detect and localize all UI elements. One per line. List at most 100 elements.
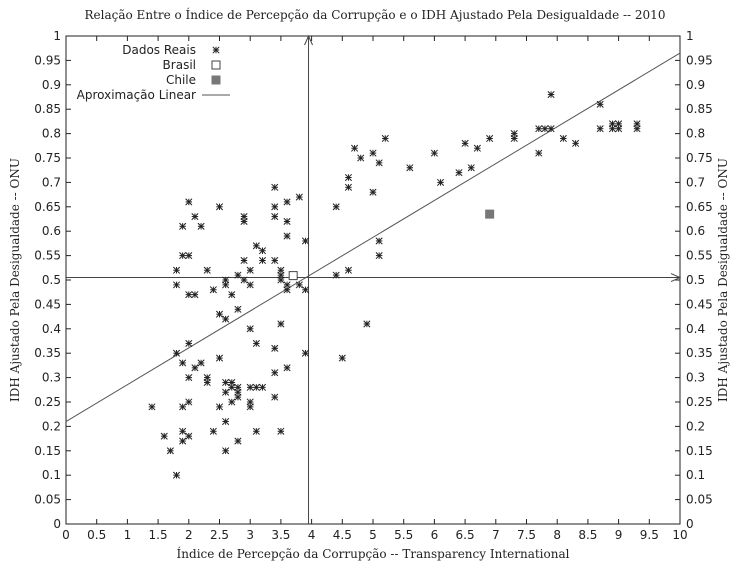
x-tick-label: 1.5 bbox=[149, 528, 168, 542]
data-point bbox=[228, 291, 236, 299]
data-point bbox=[344, 183, 352, 191]
data-point bbox=[215, 203, 224, 211]
data-point bbox=[559, 134, 567, 143]
data-point bbox=[160, 432, 168, 440]
data-point bbox=[295, 193, 303, 201]
x-tick-label: 7 bbox=[492, 528, 500, 542]
data-point bbox=[246, 325, 254, 333]
data-point bbox=[547, 125, 555, 133]
x-tick-label: 6.5 bbox=[456, 528, 475, 542]
data-point bbox=[252, 427, 260, 435]
legend-label: Dados Reais bbox=[122, 43, 196, 57]
data-point bbox=[234, 305, 242, 313]
legend-asterisk-symbol bbox=[212, 46, 220, 54]
data-point bbox=[185, 198, 193, 206]
y-tick-label-right: 0.9 bbox=[686, 78, 705, 92]
x-tick-label: 4 bbox=[308, 528, 316, 542]
y-tick-label-right: 0.55 bbox=[686, 249, 713, 263]
data-point bbox=[179, 427, 187, 435]
y-tick-label-left: 0.95 bbox=[34, 53, 61, 67]
y-tick-label-left: 0.15 bbox=[34, 444, 61, 458]
data-point bbox=[234, 383, 242, 391]
data-point bbox=[185, 432, 193, 440]
y-tick-label-left: 0.9 bbox=[42, 78, 61, 92]
data-points bbox=[148, 91, 641, 479]
data-point bbox=[179, 222, 187, 230]
data-point bbox=[246, 403, 254, 411]
data-point bbox=[271, 183, 279, 191]
data-point bbox=[277, 276, 285, 284]
data-point bbox=[271, 256, 279, 265]
data-point bbox=[277, 320, 285, 328]
data-point bbox=[222, 315, 230, 323]
y-tick-label-right: 0.95 bbox=[686, 53, 713, 67]
data-point bbox=[375, 159, 383, 167]
data-point bbox=[572, 139, 580, 147]
data-point bbox=[596, 125, 604, 133]
data-point bbox=[271, 203, 279, 211]
data-point bbox=[301, 286, 310, 294]
data-point bbox=[240, 256, 248, 265]
data-point bbox=[228, 398, 236, 406]
y-tick-label-right: 0.3 bbox=[686, 371, 705, 385]
data-point bbox=[283, 364, 291, 372]
data-point bbox=[344, 173, 352, 182]
y-tick-label-left: 0.6 bbox=[42, 224, 61, 238]
y-tick-label-left: 0.25 bbox=[34, 395, 61, 409]
legend-filled-square-symbol bbox=[211, 75, 221, 85]
x-tick-label: 9.5 bbox=[640, 528, 659, 542]
brasil-point bbox=[288, 271, 298, 281]
data-point bbox=[252, 242, 260, 250]
legend-label: Brasil bbox=[163, 58, 196, 72]
data-point bbox=[172, 471, 181, 479]
data-point bbox=[246, 383, 254, 391]
data-point bbox=[191, 291, 199, 299]
horizontal-reference-arrow bbox=[670, 273, 682, 283]
y-tick-label-right: 0.1 bbox=[686, 468, 705, 482]
y-tick-label-right: 0.45 bbox=[686, 297, 713, 311]
data-point bbox=[185, 398, 193, 406]
data-point bbox=[357, 154, 365, 162]
linear-fit-line bbox=[65, 52, 681, 422]
data-point bbox=[203, 266, 211, 274]
data-point bbox=[547, 91, 555, 99]
y-tick-label-left: 0.05 bbox=[34, 493, 61, 507]
data-point bbox=[185, 374, 193, 382]
data-point bbox=[455, 169, 463, 177]
data-point bbox=[369, 188, 377, 196]
data-point bbox=[381, 134, 389, 143]
data-point bbox=[486, 134, 494, 143]
data-point bbox=[338, 354, 346, 362]
data-point bbox=[369, 149, 377, 157]
data-point bbox=[228, 378, 236, 387]
data-point bbox=[222, 447, 230, 455]
data-point bbox=[234, 393, 242, 401]
data-point bbox=[283, 286, 291, 294]
data-point bbox=[172, 281, 181, 289]
y-tick-label-right: 0.85 bbox=[686, 102, 713, 116]
data-point bbox=[203, 378, 211, 387]
data-point bbox=[258, 256, 267, 265]
data-point bbox=[222, 378, 230, 387]
legend-label: Aproximação Linear bbox=[77, 88, 196, 102]
fit-line-group bbox=[65, 52, 681, 422]
y-tick-label-right: 0.25 bbox=[686, 395, 713, 409]
data-point bbox=[240, 213, 248, 221]
data-point bbox=[179, 403, 187, 411]
data-point bbox=[436, 178, 445, 186]
data-point bbox=[271, 369, 279, 377]
data-point bbox=[252, 339, 260, 347]
x-tick-label: 8.5 bbox=[578, 528, 597, 542]
y-tick-label-left: 0.45 bbox=[34, 297, 61, 311]
data-point bbox=[234, 437, 242, 445]
data-point bbox=[166, 447, 174, 455]
data-point bbox=[215, 310, 224, 318]
data-point bbox=[541, 125, 549, 133]
data-point bbox=[283, 232, 291, 240]
y-tick-label-right: 0.2 bbox=[686, 419, 705, 433]
data-point bbox=[283, 217, 291, 225]
y-tick-label-right: 0.65 bbox=[686, 200, 713, 214]
data-point bbox=[283, 198, 291, 206]
